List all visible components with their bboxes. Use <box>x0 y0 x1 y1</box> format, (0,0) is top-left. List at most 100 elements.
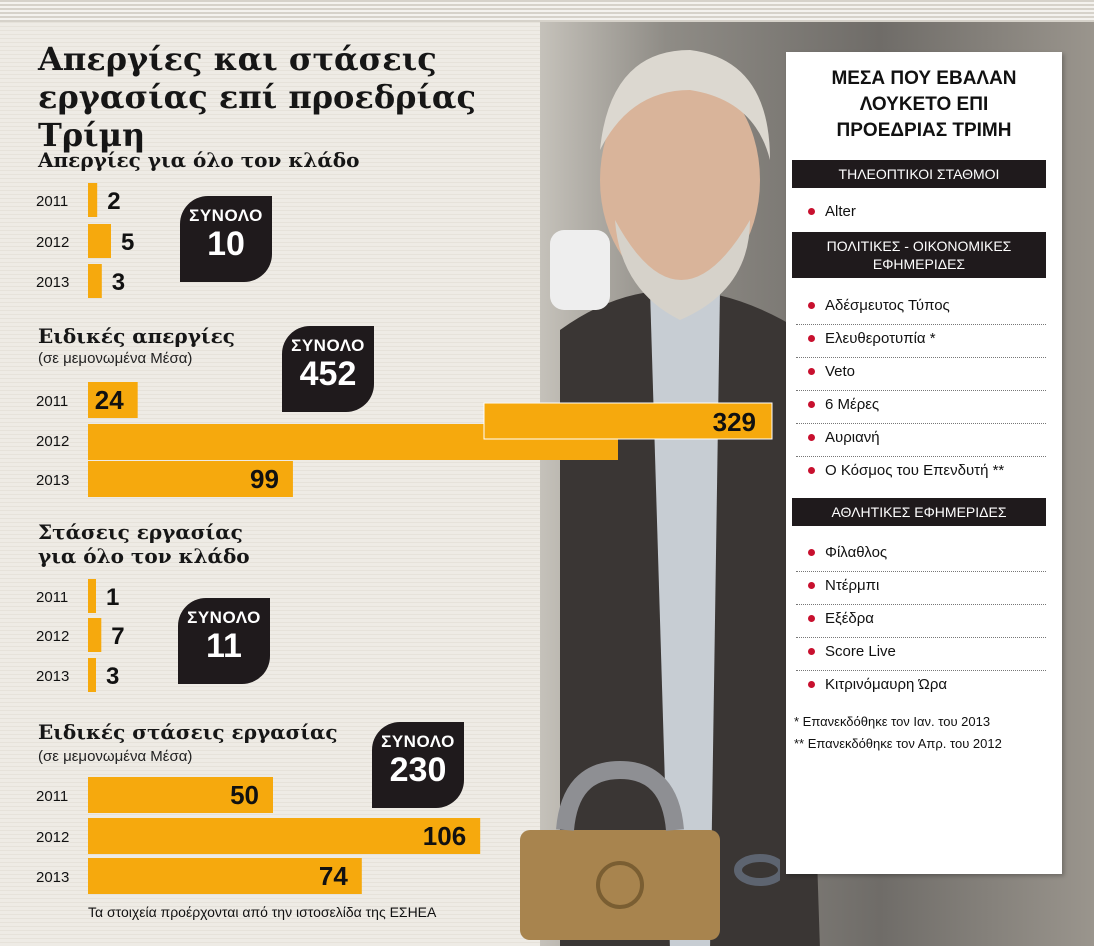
panel-title-line: ΠΡΟΕΔΡΙΑΣ ΤΡΙΜΗ <box>836 120 1012 141</box>
bullet-icon <box>808 367 815 375</box>
total-label: ΣΥΝΟΛΟ <box>381 732 455 751</box>
main-title-line: εργασίας επί προεδρίας Τρίμη <box>38 78 477 154</box>
bar-value-label: 7 <box>111 623 124 650</box>
media-item: Alter <box>808 202 856 222</box>
bar-value-label: 5 <box>121 229 134 256</box>
bar <box>88 264 102 298</box>
bar-value-label: 24 <box>95 385 124 415</box>
bullet-icon <box>808 433 815 441</box>
divider <box>796 390 1046 391</box>
total-label: ΣΥΝΟΛΟ <box>189 206 263 225</box>
bar-value-label: 74 <box>319 861 348 891</box>
bullet-icon <box>808 207 815 215</box>
media-name: 6 Μέρες <box>825 396 880 413</box>
bullet-icon <box>808 400 815 408</box>
media-item: Ο Κόσμος του Επενδυτή ** <box>808 461 1004 481</box>
media-item: Φίλαθλος <box>808 543 887 563</box>
year-tick-label: 2012 <box>36 234 69 251</box>
year-tick-label: 2011 <box>36 589 68 606</box>
footnote: ** Επανεκδόθηκε τον Απρ. του 2012 <box>794 736 1002 751</box>
total-value: 230 <box>389 751 447 789</box>
bullet-icon <box>808 581 815 589</box>
media-item: Αδέσμευτος Τύπος <box>808 296 950 316</box>
protester-photo <box>550 50 820 946</box>
year-tick-label: 2012 <box>36 433 69 450</box>
media-item: Κιτρινόμαυρη Ώρα <box>808 675 947 695</box>
bullet-icon <box>808 614 815 622</box>
total-badge: ΣΥΝΟΛΟ 11 <box>178 598 270 684</box>
total-badge: ΣΥΝΟΛΟ 452 <box>282 326 374 412</box>
divider <box>796 571 1046 572</box>
bar-value-label: 329 <box>713 407 756 437</box>
bar-value-label: 99 <box>250 464 279 494</box>
year-tick-label: 2013 <box>36 668 69 685</box>
media-item: Ντέρμπι <box>808 576 879 596</box>
bar-value-label: 1 <box>106 584 119 611</box>
category-header: ΑΘΛΗΤΙΚΕΣ ΕΦΗΜΕΡΙΔΕΣ <box>792 498 1046 526</box>
bar <box>88 618 102 652</box>
section-subtitle: (σε μεμονωμένα Μέσα) <box>38 748 193 765</box>
bar-overflow <box>483 402 773 440</box>
category-label: ΑΘΛΗΤΙΚΕΣ ΕΦΗΜΕΡΙΔΕΣ <box>831 504 1007 520</box>
year-tick-label: 2012 <box>36 829 69 846</box>
section-title-line: Ειδικές απεργίες <box>38 324 235 348</box>
year-tick-label: 2011 <box>36 393 68 410</box>
media-name: Ο Κόσμος του Επενδυτή ** <box>825 462 1005 479</box>
bar-value-label: 106 <box>423 821 466 851</box>
padlock-chain <box>520 760 780 940</box>
media-name: Αυριανή <box>825 429 880 446</box>
total-badge: ΣΥΝΟΛΟ 230 <box>372 722 464 808</box>
media-name: Score Live <box>825 643 896 660</box>
top-stripes <box>0 0 1094 22</box>
divider <box>796 604 1046 605</box>
bar <box>88 461 293 497</box>
media-name: Κιτρινόμαυρη Ώρα <box>825 676 948 693</box>
divider <box>796 670 1046 671</box>
section-title-line: για όλο τον κλάδο <box>38 544 250 568</box>
category-header: ΠΟΛΙΤΙΚΕΣ - ΟΙΚΟΝΟΜΙΚΕΣ ΕΦΗΜΕΡΙΔΕΣ <box>792 232 1046 278</box>
media-name: Alter <box>825 203 856 220</box>
bar-value-label: 2 <box>107 188 120 215</box>
media-item: Ελευθεροτυπία * <box>808 329 936 349</box>
bar-charts: 2011 2 2012 5 2013 3 2011 24 2012 329 2013 99 2011 1 2… <box>36 183 773 894</box>
bullet-icon <box>808 548 815 556</box>
media-name: Ντέρμπι <box>825 577 880 594</box>
divider <box>796 423 1046 424</box>
section-title: Ειδικές στάσεις εργασίας <box>38 720 338 744</box>
bullet-icon <box>808 680 815 688</box>
media-item: Score Live <box>808 642 896 662</box>
bar <box>88 818 481 854</box>
total-value: 10 <box>207 225 245 263</box>
year-tick-label: 2013 <box>36 274 69 291</box>
bar <box>88 777 273 813</box>
total-value: 452 <box>299 355 357 393</box>
section-subtitle: (σε μεμονωμένα Μέσα) <box>38 350 193 367</box>
section-title: Απεργίες για όλο τον κλάδο <box>38 148 359 172</box>
total-label: ΣΥΝΟΛΟ <box>291 336 365 355</box>
year-tick-label: 2011 <box>36 788 68 805</box>
bar-value-label: 50 <box>230 780 259 810</box>
category-label: ΤΗΛΕΟΠΤΙΚΟΙ ΣΤΑΘΜΟΙ <box>838 166 1000 182</box>
section-title-line: Στάσεις εργασίας <box>38 520 243 544</box>
source-note: Τα στοιχεία προέρχονται από την ιστοσελί… <box>88 904 437 920</box>
divider <box>796 456 1046 457</box>
media-name: Φίλαθλος <box>825 544 888 561</box>
panel-title-line: ΜΕΣΑ ΠΟΥ ΕΒΑΛΑΝ <box>831 68 1017 89</box>
category-label: ΕΦΗΜΕΡΙΔΕΣ <box>872 256 966 272</box>
section-title: Στάσεις εργασίας για όλο τον κλάδο <box>38 520 250 568</box>
media-name: Ελευθεροτυπία * <box>825 330 936 347</box>
section-title: Ειδικές απεργίες <box>38 324 235 348</box>
bar <box>88 579 96 613</box>
closed-media-panel: ΜΕΣΑ ΠΟΥ ΕΒΑΛΑΝ ΛΟΥΚΕΤΟ ΕΠΙ ΠΡΟΕΔΡΙΑΣ ΤΡ… <box>786 52 1062 874</box>
bar <box>88 224 111 258</box>
section-title-line: Ειδικές στάσεις εργασίας <box>38 720 338 744</box>
total-label: ΣΥΝΟΛΟ <box>187 608 261 627</box>
year-tick-label: 2012 <box>36 628 69 645</box>
total-badge: ΣΥΝΟΛΟ 10 <box>180 196 272 282</box>
bar <box>88 183 98 217</box>
main-title-line: Απεργίες και στάσεις <box>38 40 437 78</box>
media-name: Εξέδρα <box>825 610 874 627</box>
year-tick-label: 2013 <box>36 869 69 886</box>
year-tick-label: 2011 <box>36 193 68 210</box>
